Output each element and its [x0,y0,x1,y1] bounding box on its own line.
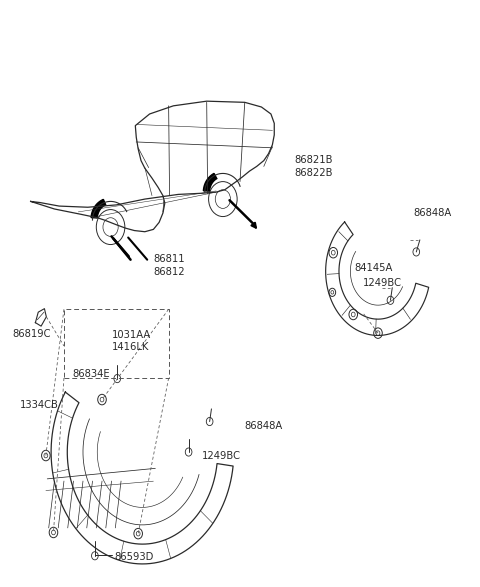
Text: 86834E: 86834E [72,369,110,379]
Polygon shape [204,173,217,191]
Text: 86811
86812: 86811 86812 [154,254,185,276]
Text: 86593D: 86593D [114,552,153,562]
Bar [64,309,168,378]
Text: 86819C: 86819C [12,329,51,339]
Text: 86821B
86822B: 86821B 86822B [295,155,333,178]
Text: 84145A: 84145A [354,264,393,274]
Text: 1249BC: 1249BC [202,451,241,461]
Text: 86848A: 86848A [245,421,283,431]
Text: 1249BC: 1249BC [363,278,402,288]
Text: 1031AA
1416LK: 1031AA 1416LK [111,330,151,352]
Polygon shape [91,200,106,218]
Text: 86848A: 86848A [414,208,452,218]
Text: 1334CB: 1334CB [20,400,59,410]
